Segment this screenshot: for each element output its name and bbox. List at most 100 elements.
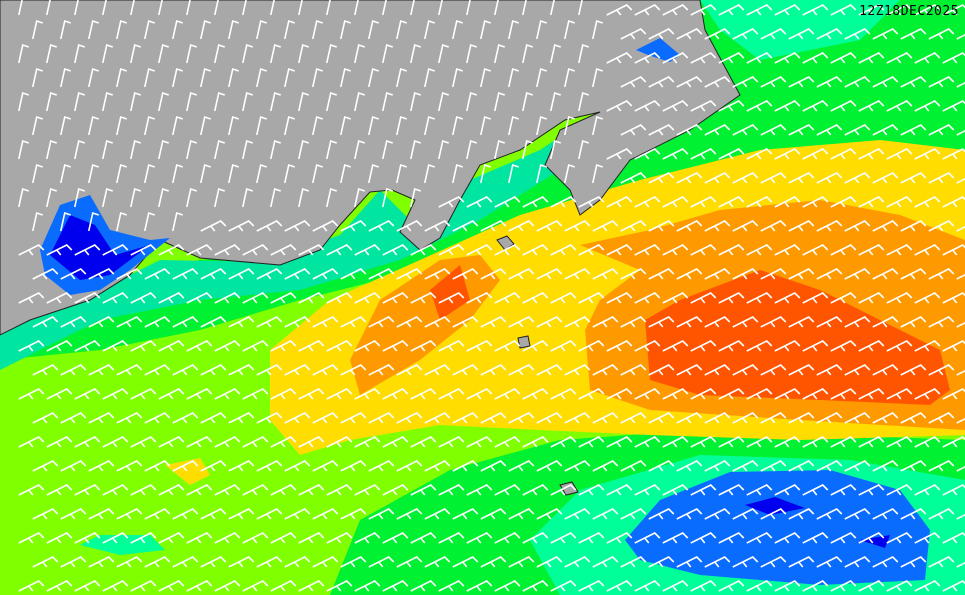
wind-barb [591,115,604,136]
wind-barb [914,436,941,448]
wind-barb [704,76,731,88]
wind-barb [577,139,590,160]
wind-barb [900,268,927,280]
wind-barb [788,412,815,424]
wind-barb [507,163,520,184]
wind-barb [214,436,241,448]
wind-barb [690,292,717,304]
wind-barb [648,28,675,40]
wind-barb [480,316,507,328]
wind-barb [466,580,493,592]
wind-barb [158,532,185,544]
wind-barb [130,292,157,304]
wind-barb [298,580,325,592]
wind-barb [18,580,45,592]
wind-barb [242,340,269,352]
wind-barb [325,139,338,160]
wind-barb [704,412,731,424]
wind-barb [74,388,101,400]
wind-barb [494,244,521,256]
wind-barb [620,268,647,280]
wind-barb [479,163,492,184]
wind-barb [592,556,619,568]
wind-barb [186,292,213,304]
wind-barb [760,508,787,520]
wind-barbs [17,0,965,592]
wind-barb [172,268,199,280]
wind-barb [872,28,899,40]
wind-barb [88,268,115,280]
wind-barb [298,244,325,256]
wind-barb [32,460,59,472]
wind-barb [802,4,829,16]
wind-barb [536,316,563,328]
wind-barb [830,532,857,544]
wind-barb [396,364,423,376]
wind-barb [550,340,577,352]
island [496,235,515,251]
wind-barb [479,19,492,40]
wind-barb [704,28,731,40]
wind-barb [536,556,563,568]
wind-barb [452,412,479,424]
wind-barb [466,196,493,208]
wind-barb [816,412,843,424]
timestamp-label: 12Z18DEC2025 [859,4,959,19]
wind-barb [17,0,23,16]
wind-barb [872,268,899,280]
wind-barb [31,211,44,232]
wind-barb [508,316,535,328]
wind-barb [73,139,86,160]
wind-barb [732,412,759,424]
wind-barb [381,139,394,160]
wind-barb [326,580,353,592]
wind-barb [606,436,633,448]
wind-barb [774,196,801,208]
wind-barb [816,172,843,184]
wind-barb [550,580,577,592]
wind-barb [340,556,367,568]
wind-barb [844,460,871,472]
wind-barb [942,292,965,304]
wind-barb [648,220,675,232]
wind-barb [368,268,395,280]
field-blue [625,470,930,585]
wind-barb [326,340,353,352]
wind-barb [662,4,689,16]
wind-barb [73,187,86,208]
wind-barb [298,436,325,448]
wind-barb [816,508,843,520]
wind-barb [395,19,408,40]
wind-barb [354,580,381,592]
wind-barb [662,196,689,208]
wind-barb [423,115,436,136]
wind-barb [886,148,913,160]
wind-barb [816,76,843,88]
wind-barb [45,187,58,208]
wind-barb [900,28,927,40]
wind-barb [900,364,927,376]
wind-barb [381,0,387,16]
wind-barb [550,436,577,448]
wind-barb [129,91,142,112]
wind-barb [606,4,633,16]
wind-barb [228,412,255,424]
wind-barb [494,532,521,544]
wind-barb [452,220,479,232]
wind-barb [662,532,689,544]
wind-barb [578,340,605,352]
wind-barb [914,292,941,304]
wind-barb [339,67,352,88]
wind-barb [648,556,675,568]
wind-barb [816,124,843,136]
wind-barb [802,484,829,496]
wind-barb [325,91,338,112]
wind-barb [830,196,857,208]
wind-barb [494,484,521,496]
wind-barb [256,508,283,520]
wind-barb [535,115,548,136]
wind-barb [942,148,965,160]
wind-barb [578,292,605,304]
wind-barb [942,484,965,496]
